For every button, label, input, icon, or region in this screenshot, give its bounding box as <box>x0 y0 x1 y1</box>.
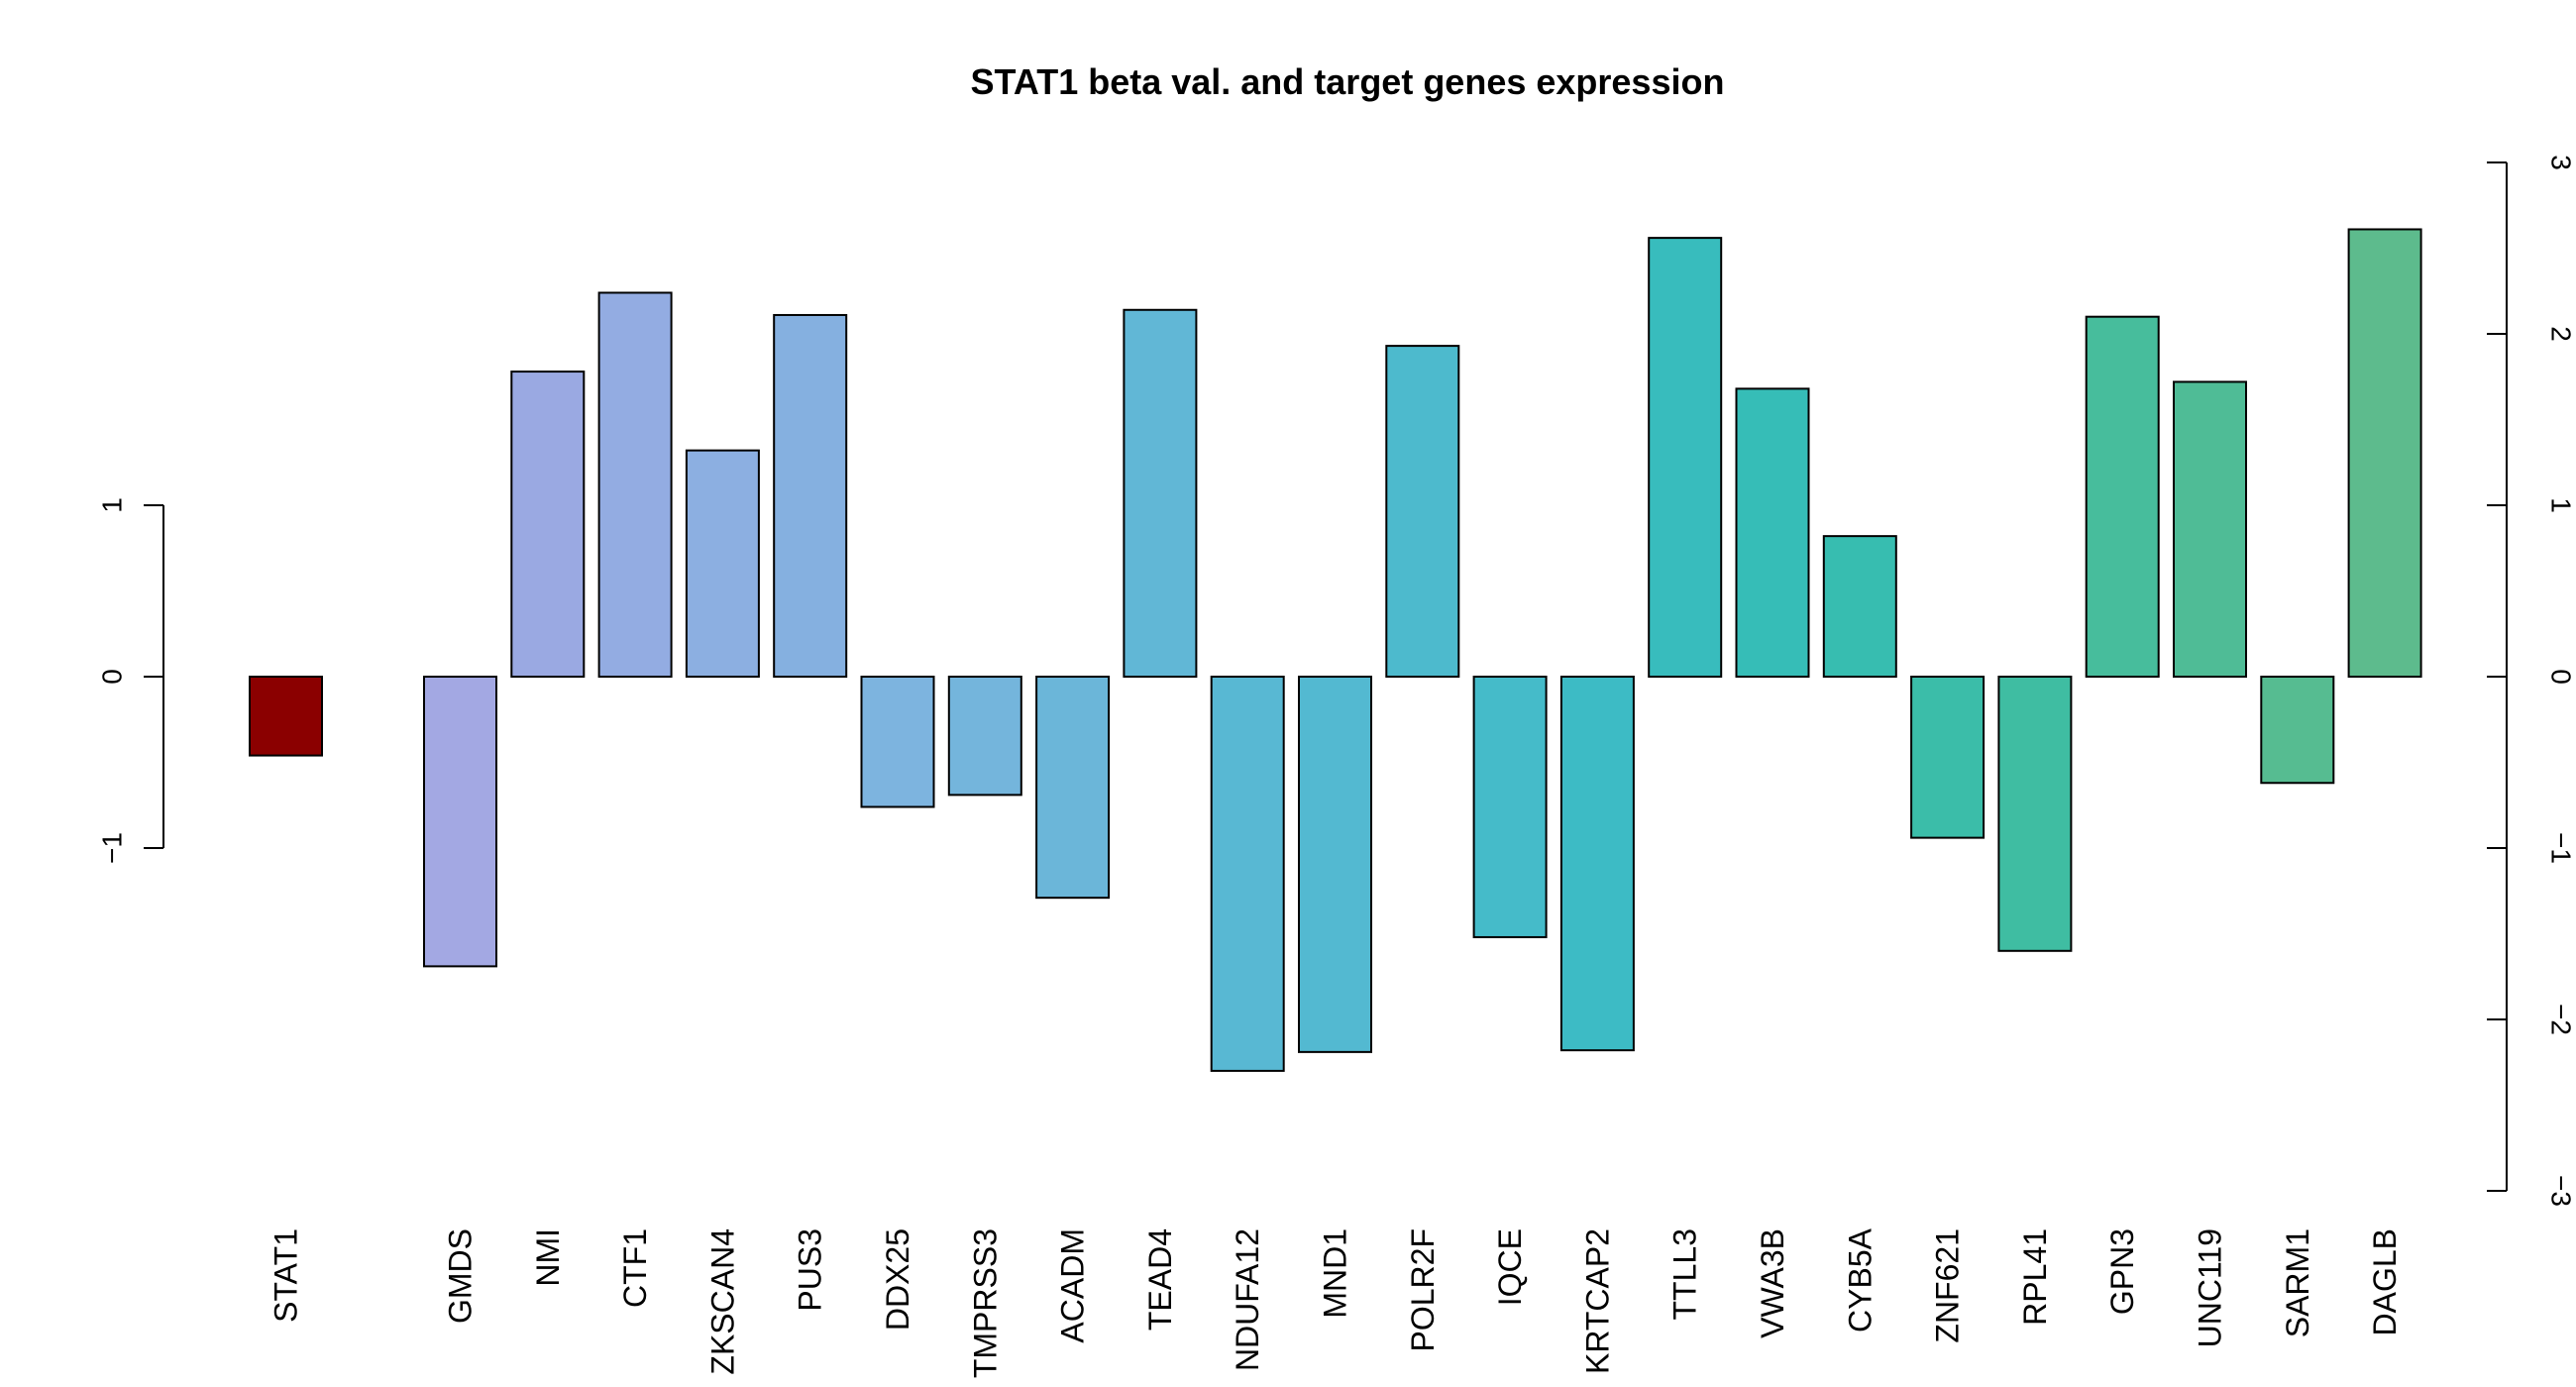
category-label: TTLL3 <box>1667 1228 1703 1320</box>
bar-ttll3 <box>1648 237 1723 678</box>
right-axis-tick-label: −1 <box>2546 832 2576 864</box>
category-label: CTF1 <box>617 1228 653 1308</box>
bar-krtcap2 <box>1559 676 1635 1052</box>
category-label: MND1 <box>1318 1228 1353 1319</box>
category-label: IQCE <box>1492 1228 1528 1306</box>
bar-stat1 <box>249 676 323 757</box>
bar-tead4 <box>1123 308 1198 678</box>
bar-cyb5a <box>1822 535 1897 679</box>
bar-vwa3b <box>1735 387 1810 678</box>
category-label: KRTCAP2 <box>1579 1228 1615 1374</box>
bar-daglb <box>2347 228 2422 678</box>
category-label: CYB5A <box>1842 1227 1878 1333</box>
category-label: TMPRSS3 <box>967 1228 1003 1378</box>
bar-mnd1 <box>1298 676 1372 1053</box>
category-label: PUS3 <box>793 1228 828 1312</box>
category-label: NMI <box>530 1228 566 1287</box>
left-axis-tick-label: 0 <box>97 669 128 685</box>
category-label: UNC119 <box>2193 1228 2228 1347</box>
bar-ndufa12 <box>1210 676 1285 1072</box>
bar-gpn3 <box>2085 315 2160 678</box>
category-labels: STAT1 GMDS NMI CTF1 ZKSCAN4 PUS3 DDX25 TMPRSS3 A… <box>268 1227 2404 1378</box>
category-label: POLR2F <box>1405 1228 1441 1351</box>
right-axis-tick-label: 3 <box>2546 155 2576 170</box>
bar-acadm <box>1035 676 1111 900</box>
right-axis-tick-label: −2 <box>2546 1004 2576 1035</box>
category-label: NDUFA12 <box>1230 1228 1265 1371</box>
bar-unc119 <box>2173 380 2247 678</box>
bar-znf621 <box>1910 676 1986 839</box>
bar-rpl41 <box>1997 676 2073 952</box>
category-label: DDX25 <box>880 1228 915 1331</box>
bar-sarm1 <box>2260 676 2335 785</box>
bar-pus3 <box>773 313 848 678</box>
category-label: VWA3B <box>1755 1228 1790 1338</box>
category-label: ACADM <box>1055 1228 1091 1343</box>
bar-polr2f <box>1385 345 1460 678</box>
bar-ddx25 <box>860 676 935 808</box>
right-axis-tick-label: 0 <box>2546 669 2576 685</box>
bars <box>249 228 2422 1072</box>
category-label: GPN3 <box>2104 1228 2140 1315</box>
category-label: ZKSCAN4 <box>704 1228 740 1375</box>
bar-ctf1 <box>597 291 673 678</box>
right-axis-tick-label: 2 <box>2546 326 2576 342</box>
left-axis-tick-label: −1 <box>97 832 128 864</box>
right-axis-tick-label: 1 <box>2546 497 2576 513</box>
category-label: TEAD4 <box>1142 1228 1178 1331</box>
category-label: DAGLB <box>2367 1228 2403 1335</box>
category-label: STAT1 <box>268 1228 304 1323</box>
right-axis: −3 −2 −1 0 1 2 3 <box>2487 155 2576 1207</box>
category-label: GMDS <box>443 1228 479 1324</box>
left-axis: −1 0 1 <box>97 497 164 864</box>
category-label: SARM1 <box>2280 1228 2315 1337</box>
bar-gmds <box>423 676 497 968</box>
bar-zkscan4 <box>685 449 760 679</box>
bar-tmprss3 <box>947 676 1022 797</box>
left-axis-tick-label: 1 <box>97 497 128 513</box>
category-label: ZNF621 <box>1930 1228 1966 1343</box>
category-label: RPL41 <box>2017 1228 2053 1326</box>
right-axis-tick-label: −3 <box>2546 1175 2576 1207</box>
bar-iqce <box>1472 676 1548 938</box>
chart-title: STAT1 beta val. and target genes express… <box>971 61 1725 102</box>
bar-nmi <box>510 371 586 678</box>
